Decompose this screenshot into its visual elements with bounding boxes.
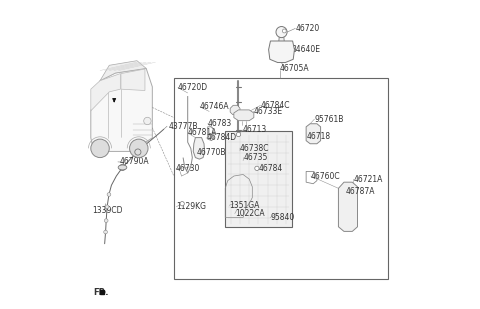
Polygon shape <box>269 41 294 62</box>
Text: 46784: 46784 <box>258 164 283 173</box>
Circle shape <box>104 219 108 222</box>
Text: 46781A: 46781A <box>188 129 217 138</box>
Circle shape <box>276 27 287 38</box>
Circle shape <box>236 132 240 137</box>
Bar <box>100 290 104 294</box>
Text: 46783: 46783 <box>208 119 232 128</box>
Text: 46784D: 46784D <box>206 133 236 142</box>
Text: 46713: 46713 <box>243 125 267 134</box>
Bar <box>174 78 388 279</box>
Text: 84640E: 84640E <box>292 45 321 54</box>
Circle shape <box>135 149 141 155</box>
Bar <box>225 131 292 227</box>
Text: 46720D: 46720D <box>178 83 208 92</box>
Polygon shape <box>121 69 145 91</box>
Text: 46787A: 46787A <box>345 187 375 196</box>
Text: 46730: 46730 <box>176 164 200 173</box>
Text: 46790A: 46790A <box>120 157 149 166</box>
Polygon shape <box>230 105 240 115</box>
Text: 1022CA: 1022CA <box>235 209 264 218</box>
Polygon shape <box>100 61 146 81</box>
Circle shape <box>282 29 286 33</box>
Text: 46735: 46735 <box>244 153 268 162</box>
Circle shape <box>104 230 108 234</box>
Circle shape <box>105 205 109 209</box>
Polygon shape <box>234 110 254 121</box>
Text: 46705A: 46705A <box>280 64 310 73</box>
Circle shape <box>107 193 111 196</box>
Polygon shape <box>338 182 358 231</box>
Text: 1351GA: 1351GA <box>229 201 260 210</box>
Polygon shape <box>279 36 284 46</box>
Text: 95761B: 95761B <box>314 115 344 124</box>
Text: 46784C: 46784C <box>261 101 290 110</box>
Polygon shape <box>91 74 120 111</box>
Text: 46718: 46718 <box>307 132 331 141</box>
Text: 1129KG: 1129KG <box>176 202 206 211</box>
Polygon shape <box>91 68 152 151</box>
Text: 46721A: 46721A <box>354 175 383 184</box>
Circle shape <box>130 139 148 158</box>
Text: 1339CD: 1339CD <box>92 206 122 215</box>
Ellipse shape <box>118 165 127 170</box>
Circle shape <box>180 201 184 206</box>
Polygon shape <box>306 124 321 144</box>
Text: 46770B: 46770B <box>196 148 226 158</box>
Circle shape <box>144 117 151 125</box>
Text: 46738C: 46738C <box>240 144 269 153</box>
Circle shape <box>120 164 126 171</box>
Polygon shape <box>193 138 204 159</box>
Text: 46746A: 46746A <box>200 102 229 111</box>
Circle shape <box>91 139 109 158</box>
Circle shape <box>255 166 259 171</box>
Text: FR.: FR. <box>93 288 108 298</box>
Text: 46760C: 46760C <box>311 171 340 180</box>
Text: 46733E: 46733E <box>254 107 283 116</box>
Text: 46720: 46720 <box>295 24 320 33</box>
Text: 95840: 95840 <box>270 213 294 222</box>
Text: 43777B: 43777B <box>168 122 198 131</box>
